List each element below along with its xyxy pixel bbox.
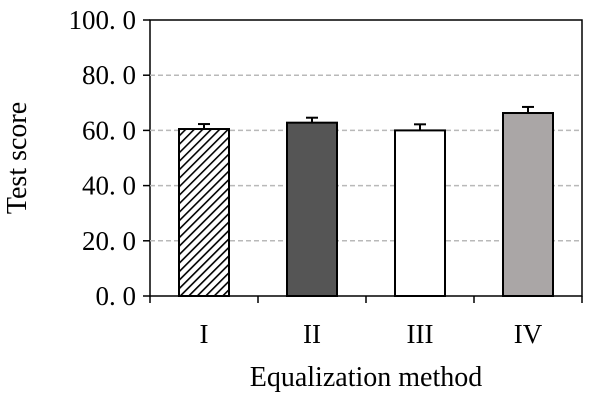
x-axis: I II III IV bbox=[149, 296, 583, 349]
y-tick-label: 80. 0 bbox=[82, 60, 136, 90]
y-tick-label: 100. 0 bbox=[69, 5, 137, 35]
error-bars bbox=[198, 105, 534, 131]
y-axis-label: Test score bbox=[2, 102, 33, 214]
bar bbox=[286, 121, 338, 297]
x-tick-label: III bbox=[407, 319, 434, 349]
bar bbox=[178, 128, 230, 297]
bar bbox=[502, 112, 554, 298]
x-axis-label: Equalization method bbox=[250, 362, 483, 393]
y-tick-label: 60. 0 bbox=[82, 115, 136, 145]
y-tick-label: 0. 0 bbox=[96, 281, 137, 311]
x-tick-label: IV bbox=[514, 319, 543, 349]
x-tick-label: I bbox=[200, 319, 209, 349]
y-tick-label: 20. 0 bbox=[82, 226, 136, 256]
y-axis: 0. 0 20. 0 40. 0 60. 0 80. 0 100. 0 bbox=[69, 5, 150, 311]
x-tick-label: II bbox=[303, 319, 321, 349]
bar bbox=[394, 129, 446, 297]
bars bbox=[178, 112, 554, 298]
y-tick-label: 40. 0 bbox=[82, 171, 136, 201]
